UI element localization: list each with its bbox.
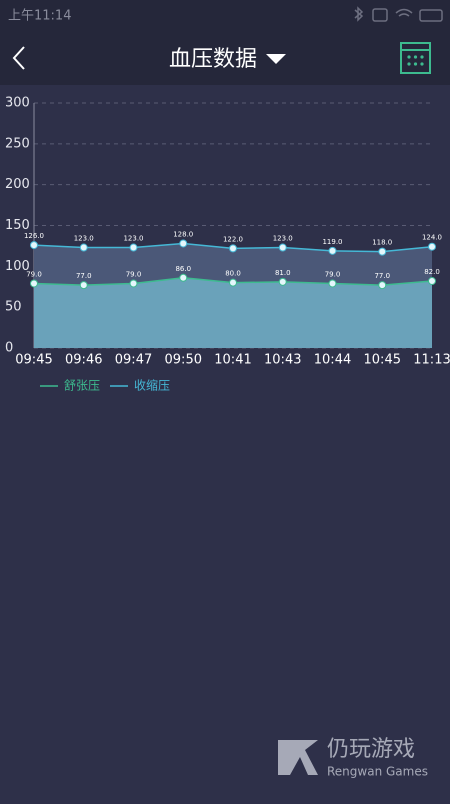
x-tick-label: 09:46 <box>65 353 102 368</box>
point <box>79 243 88 252</box>
value-label: 77.0 <box>374 272 390 280</box>
point <box>278 277 287 286</box>
value-label: 123.0 <box>273 235 293 243</box>
value-label: 81.0 <box>275 269 291 277</box>
x-tick-label: 09:47 <box>115 353 152 368</box>
x-tick-label: 11:13 <box>413 353 450 368</box>
watermark-logo <box>278 740 318 775</box>
x-tick-label: 09:45 <box>15 353 52 368</box>
point <box>428 277 436 286</box>
y-tick-label: 200 <box>5 177 30 192</box>
value-label: 79.0 <box>126 270 142 278</box>
value-label: 122.0 <box>223 235 243 243</box>
x-tick-label: 09:50 <box>165 353 202 368</box>
value-label: 118.0 <box>372 239 392 247</box>
area <box>34 277 432 348</box>
point <box>428 242 436 251</box>
status-icons <box>354 6 443 22</box>
x-tick-label: 10:45 <box>364 353 401 368</box>
value-label: 123.0 <box>74 235 94 243</box>
page-title[interactable]: 血压数据 <box>169 47 257 72</box>
status-time: 上午11:14 <box>8 9 71 24</box>
calendar-dots <box>407 55 424 66</box>
point <box>129 279 138 288</box>
x-tick-label: 10:44 <box>314 353 351 368</box>
point <box>179 239 188 248</box>
y-tick-label: 300 <box>5 96 30 111</box>
point <box>30 279 38 288</box>
title-dropdown[interactable] <box>266 54 286 64</box>
value-label: 86.0 <box>175 265 191 273</box>
x-tick-label: 10:43 <box>264 353 301 368</box>
value-label: 79.0 <box>26 270 42 278</box>
chart: 0 50 100 150 200 250 300 09:45 09:46 09:47 09:50 10… <box>5 96 450 393</box>
point <box>328 246 337 255</box>
top-bar <box>0 0 450 85</box>
value-label: 80.0 <box>225 270 241 278</box>
point <box>328 279 337 288</box>
legend-label: 舒张压 <box>64 379 100 393</box>
value-label: 82.0 <box>424 268 440 276</box>
value-label: 79.0 <box>325 270 341 278</box>
watermark-name: 仍玩游戏 <box>327 737 415 762</box>
point <box>229 278 237 287</box>
x-tick-label: 10:41 <box>214 353 251 368</box>
point <box>378 281 387 290</box>
y-tick-label: 100 <box>5 259 30 274</box>
calendar-frame <box>400 42 431 74</box>
value-label: 128.0 <box>173 230 193 238</box>
point <box>278 243 287 252</box>
point <box>30 241 38 250</box>
value-label: 126.0 <box>24 232 44 240</box>
value-label: 119.0 <box>322 238 342 246</box>
point <box>378 247 387 256</box>
y-tick-label: 150 <box>5 218 30 233</box>
point <box>179 273 188 282</box>
y-tick-label: 50 <box>5 300 22 315</box>
y-tick-label: 250 <box>5 136 30 151</box>
value-label: 124.0 <box>422 234 442 242</box>
point <box>129 243 138 252</box>
point <box>229 244 237 253</box>
back-button[interactable] <box>12 46 25 70</box>
watermark-subtitle: Rengwan Games <box>327 765 428 779</box>
watermark: 仍玩游戏 Rengwan Games <box>278 737 428 779</box>
legend-label: 收缩压 <box>134 378 170 393</box>
value-label: 123.0 <box>123 235 143 243</box>
y-tick-label: 0 <box>5 341 13 356</box>
value-label: 77.0 <box>76 272 92 280</box>
calendar-button[interactable] <box>400 42 431 74</box>
point <box>79 281 88 290</box>
